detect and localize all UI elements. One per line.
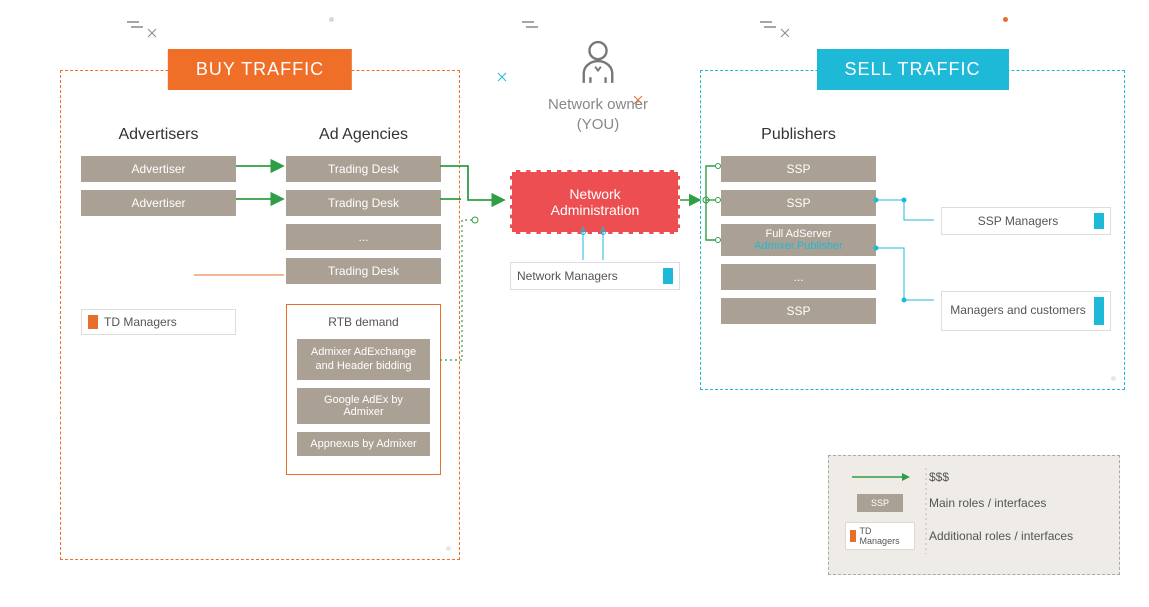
- advertisers-title: Advertisers: [81, 126, 236, 144]
- legend-money-row: $$$: [845, 470, 1103, 484]
- full-adserver-line2: Admixer.Publisher: [729, 240, 868, 252]
- legend-box: $$$ SSP Main roles / interfaces TD Manag…: [828, 455, 1120, 575]
- arrow-icon: [850, 472, 910, 482]
- advertiser-box: Advertiser: [81, 156, 236, 182]
- managers-customers-label: Managers and customers: [948, 303, 1088, 319]
- decor-x-icon: [147, 28, 157, 38]
- panel-dot: [1111, 376, 1116, 381]
- legend-add-label: Additional roles / interfaces: [929, 529, 1073, 543]
- decor-mark-icon: [758, 20, 780, 32]
- legend-ssp-sample: SSP: [857, 494, 903, 512]
- rtb-item: Google AdEx by Admixer: [297, 388, 430, 424]
- legend-main-row: SSP Main roles / interfaces: [845, 494, 1103, 512]
- decor-mark-icon: [520, 20, 542, 32]
- decor-dot-icon: [329, 17, 334, 22]
- trading-desk-box: Trading Desk: [286, 156, 441, 182]
- decor-mark-icon: [125, 20, 147, 32]
- trading-desk-box: Trading Desk: [286, 190, 441, 216]
- legend-td-sample: TD Managers: [845, 522, 915, 550]
- cyan-tag-icon: [663, 268, 673, 284]
- dots-box: ...: [721, 264, 876, 290]
- rtb-item: Appnexus by Admixer: [297, 432, 430, 456]
- buy-traffic-header: BUY TRAFFIC: [168, 49, 352, 90]
- advertiser-box: Advertiser: [81, 190, 236, 216]
- trading-desk-box: Trading Desk: [286, 258, 441, 284]
- ssp-box: SSP: [721, 156, 876, 182]
- legend-divider: [925, 468, 927, 554]
- ssp-managers-box: SSP Managers: [941, 207, 1111, 235]
- rtb-demand-group: RTB demand Admixer AdExchange and Header…: [286, 304, 441, 475]
- ssp-box: SSP: [721, 190, 876, 216]
- dots-box: ...: [286, 224, 441, 250]
- sell-traffic-header: SELL TRAFFIC: [816, 49, 1008, 90]
- panel-dot: [446, 546, 451, 551]
- td-managers-label: TD Managers: [104, 315, 177, 329]
- managers-customers-box: Managers and customers: [941, 291, 1111, 331]
- decor-dot-icon: [1003, 17, 1008, 22]
- decor-x-icon: [780, 28, 790, 38]
- rtb-title: RTB demand: [297, 315, 430, 329]
- network-managers-box: Network Managers: [510, 262, 680, 290]
- agencies-title: Ad Agencies: [286, 126, 441, 144]
- td-managers-box: TD Managers: [81, 309, 236, 335]
- network-owner: Network owner (YOU): [528, 40, 668, 134]
- full-adserver-line1: Full AdServer: [729, 228, 868, 240]
- legend-money-label: $$$: [929, 470, 949, 484]
- network-managers-label: Network Managers: [517, 269, 618, 283]
- ssp-box: SSP: [721, 298, 876, 324]
- publishers-title: Publishers: [721, 126, 876, 144]
- cyan-tag-icon: [1094, 213, 1104, 229]
- network-administration-box: Network Administration: [510, 170, 680, 234]
- sell-traffic-panel: SELL TRAFFIC Publishers SSP SSP Full AdS…: [700, 70, 1125, 390]
- orange-tag-icon: [88, 315, 98, 329]
- decor-x-icon: [497, 72, 507, 82]
- user-icon: [579, 40, 617, 84]
- ssp-managers-label: SSP Managers: [948, 214, 1088, 228]
- owner-label-line1: Network owner: [528, 95, 668, 115]
- owner-label-line2: (YOU): [528, 115, 668, 135]
- full-adserver-box: Full AdServer Admixer.Publisher: [721, 224, 876, 256]
- legend-add-row: TD Managers Additional roles / interface…: [845, 522, 1103, 550]
- cyan-tag-icon: [1094, 297, 1104, 325]
- buy-traffic-panel: BUY TRAFFIC Advertisers Advertiser Adver…: [60, 70, 460, 560]
- legend-main-label: Main roles / interfaces: [929, 496, 1046, 510]
- rtb-item: Admixer AdExchange and Header bidding: [297, 339, 430, 380]
